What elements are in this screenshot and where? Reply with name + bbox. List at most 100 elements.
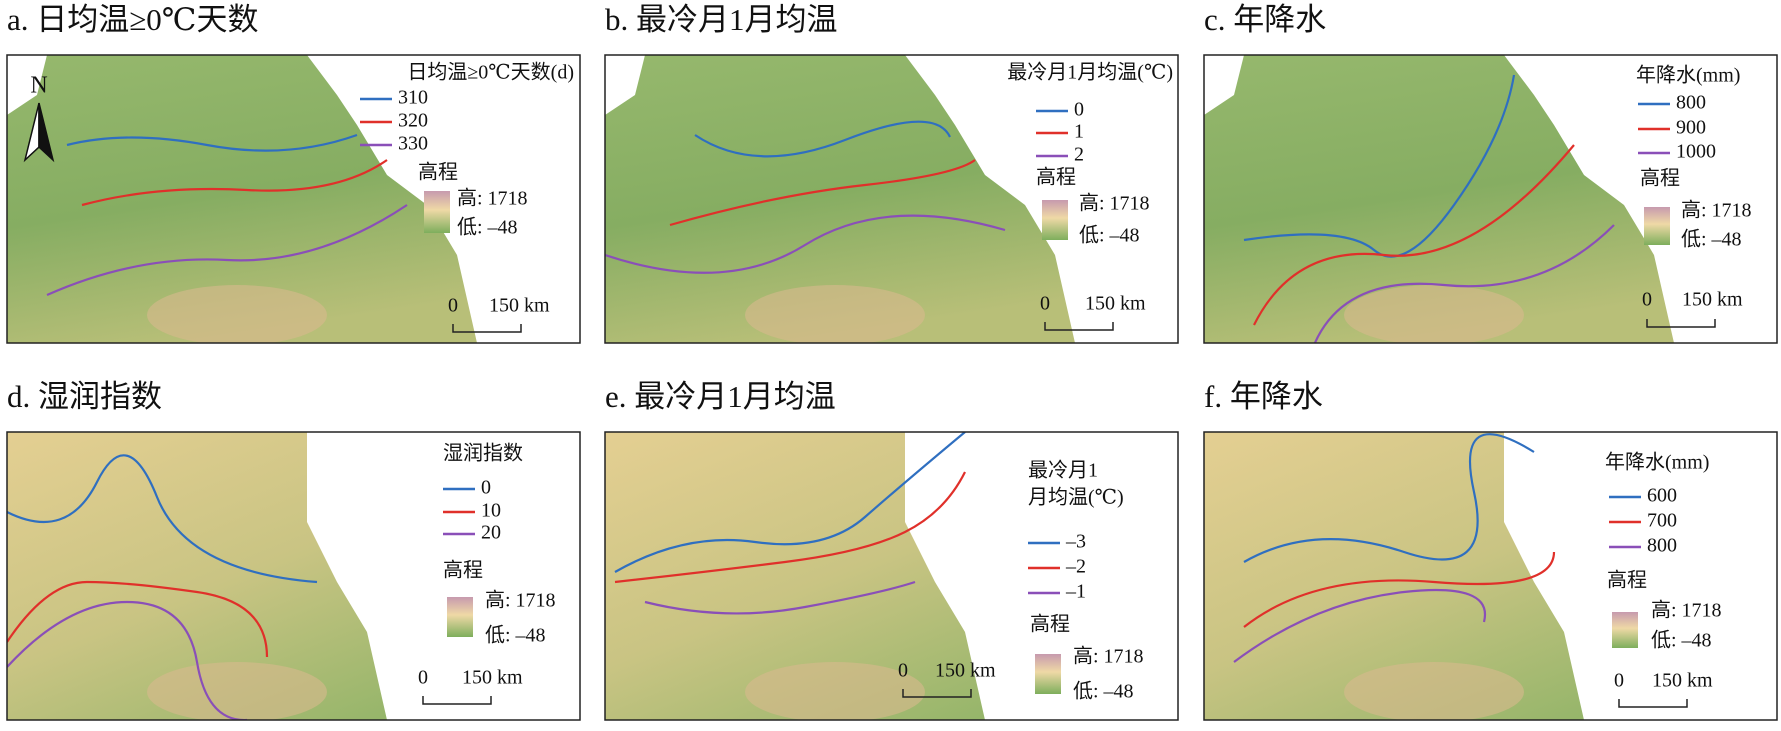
elevation-title: 高程 (1030, 613, 1070, 636)
elevation-high: 高: 1718 (457, 187, 528, 210)
contour-line (7, 600, 247, 720)
elevation-high: 高: 1718 (1079, 192, 1150, 215)
panel-frame (604, 54, 1179, 344)
elevation-low: 低: –48 (1651, 629, 1712, 652)
legend-title: 最冷月1月均温(℃) (1007, 61, 1173, 84)
elevation-title: 高程 (418, 161, 458, 184)
contour-line (694, 120, 951, 158)
panel-frame (604, 431, 1179, 721)
map-area (1204, 55, 1777, 343)
contour-line (81, 159, 388, 207)
elevation-high: 高: 1718 (1681, 199, 1752, 222)
contour-line (7, 454, 318, 584)
legend-title: 湿润指数 (443, 442, 523, 465)
sea (1504, 432, 1777, 720)
highland (1344, 662, 1524, 720)
elevation-low: 低: –48 (457, 216, 518, 239)
map-area (605, 432, 1178, 720)
contour-line (7, 580, 269, 658)
legend-title: 年降水(mm) (1636, 64, 1740, 87)
contour-line (1243, 74, 1516, 258)
highland (147, 285, 327, 343)
panel-frame (6, 54, 581, 344)
contour-line (46, 204, 408, 297)
legend-title: 月均温(℃) (1028, 486, 1124, 509)
scale-label: 150 km (935, 660, 996, 682)
legend-title: 年降水(mm) (1605, 451, 1709, 474)
sea (1204, 55, 1244, 115)
panel-title: c. 年降水 (1204, 2, 1326, 37)
contour-line (1243, 551, 1556, 628)
sea (905, 55, 1178, 343)
sea (307, 432, 580, 720)
north-label: N (30, 73, 47, 99)
elevation-ramp (447, 597, 473, 637)
elevation-low: 低: –48 (485, 624, 546, 647)
scale-bar (1618, 699, 1688, 708)
scale-zero: 0 (418, 667, 428, 689)
contour-line (614, 432, 966, 573)
panel-title: b. 最冷月1月均温 (605, 2, 838, 37)
contour-line (644, 580, 916, 615)
contour-line (669, 159, 976, 227)
legend-label: 800 (1647, 535, 1677, 557)
legend-label: 10 (481, 500, 501, 522)
elevation-low: 低: –48 (1073, 680, 1134, 703)
scale-bar (902, 689, 972, 698)
elevation-ramp (1612, 612, 1638, 648)
map-area (7, 432, 580, 720)
contour-line (605, 214, 1006, 274)
legend-label: 1000 (1676, 141, 1716, 163)
legend-label: 600 (1647, 485, 1677, 507)
scale-bar (1646, 319, 1716, 328)
scale-zero: 0 (448, 295, 458, 317)
legend-label: 20 (481, 522, 501, 544)
legend-label: 1 (1074, 121, 1084, 143)
elevation-title: 高程 (1640, 167, 1680, 190)
map-area (1204, 432, 1777, 720)
panel-title: a. 日均温≥0℃天数 (7, 2, 258, 37)
elevation-title: 高程 (1607, 569, 1647, 592)
legend-label: 310 (398, 87, 428, 109)
panel-title: f. 年降水 (1204, 379, 1323, 414)
legend-label: 0 (481, 477, 491, 499)
elevation-high: 高: 1718 (1651, 599, 1722, 622)
scale-bar (452, 324, 522, 333)
sea (605, 55, 645, 115)
elevation-low: 低: –48 (1681, 228, 1742, 251)
scale-bar (1044, 322, 1114, 331)
scale-bar (422, 696, 492, 705)
elevation-title: 高程 (443, 559, 483, 582)
panel-frame (6, 431, 581, 721)
sea (7, 55, 47, 115)
panel-frame (1203, 431, 1778, 721)
scale-label: 150 km (489, 295, 550, 317)
elevation-low: 低: –48 (1079, 224, 1140, 247)
contour-line (1233, 588, 1487, 663)
scale-zero: 0 (1642, 289, 1652, 311)
legend-label: –1 (1065, 581, 1086, 603)
highland (745, 662, 925, 720)
legend-label: 330 (398, 133, 428, 155)
contour-line (1243, 433, 1535, 563)
elevation-title: 高程 (1036, 166, 1076, 189)
scale-label: 150 km (1682, 289, 1743, 311)
elevation-ramp (1042, 200, 1068, 240)
legend-label: –2 (1065, 556, 1086, 578)
scale-zero: 0 (1614, 670, 1624, 692)
contour-line (1313, 224, 1615, 343)
sea (905, 432, 1178, 720)
north-arrow (38, 102, 55, 163)
scale-label: 150 km (1652, 670, 1713, 692)
sea (1504, 55, 1777, 343)
scale-label: 150 km (1085, 293, 1146, 315)
elevation-ramp (1035, 654, 1061, 694)
legend-label: 900 (1676, 117, 1706, 139)
panel-frame (1203, 54, 1778, 344)
map-area (605, 55, 1178, 343)
